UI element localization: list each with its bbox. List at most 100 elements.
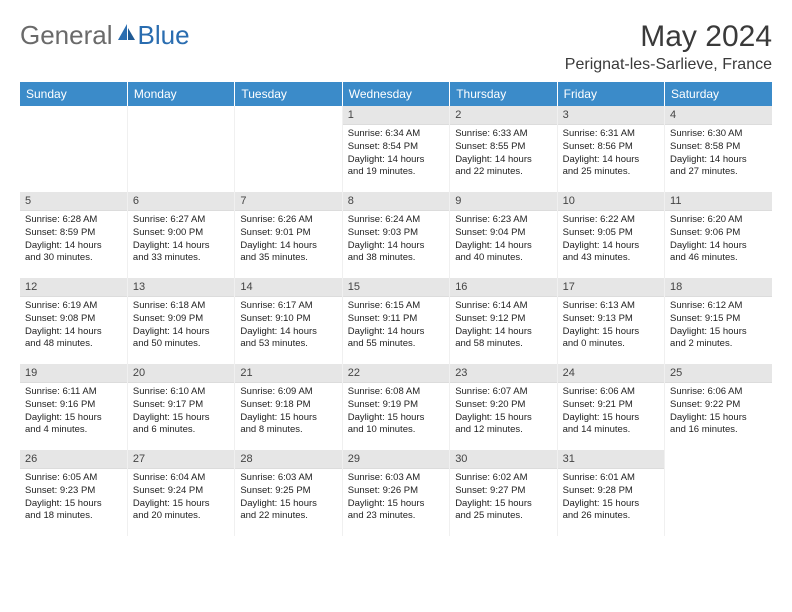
- calendar-day-cell: 10Sunrise: 6:22 AMSunset: 9:05 PMDayligh…: [557, 192, 664, 278]
- calendar-day-cell: 28Sunrise: 6:03 AMSunset: 9:25 PMDayligh…: [235, 450, 342, 536]
- day-number: 16: [450, 278, 556, 297]
- daylight1-text: Daylight: 14 hours: [133, 240, 229, 253]
- daylight1-text: Daylight: 14 hours: [348, 154, 444, 167]
- daylight1-text: Daylight: 14 hours: [563, 154, 659, 167]
- sunrise-text: Sunrise: 6:08 AM: [348, 386, 444, 399]
- day-number: 5: [20, 192, 127, 211]
- sunrise-text: Sunrise: 6:28 AM: [25, 214, 122, 227]
- daylight2-text: and 4 minutes.: [25, 424, 122, 437]
- calendar-day-cell: 9Sunrise: 6:23 AMSunset: 9:04 PMDaylight…: [450, 192, 557, 278]
- daylight1-text: Daylight: 14 hours: [348, 240, 444, 253]
- calendar-week-row: 12Sunrise: 6:19 AMSunset: 9:08 PMDayligh…: [20, 278, 772, 364]
- day-details: Sunrise: 6:08 AMSunset: 9:19 PMDaylight:…: [343, 383, 449, 441]
- sunset-text: Sunset: 9:10 PM: [240, 313, 336, 326]
- daylight2-text: and 6 minutes.: [133, 424, 229, 437]
- sunrise-text: Sunrise: 6:11 AM: [25, 386, 122, 399]
- sunset-text: Sunset: 9:20 PM: [455, 399, 551, 412]
- calendar-day-cell: 13Sunrise: 6:18 AMSunset: 9:09 PMDayligh…: [127, 278, 234, 364]
- daylight2-text: and 40 minutes.: [455, 252, 551, 265]
- day-details: Sunrise: 6:17 AMSunset: 9:10 PMDaylight:…: [235, 297, 341, 355]
- sunrise-text: Sunrise: 6:30 AM: [670, 128, 767, 141]
- daylight2-text: and 22 minutes.: [240, 510, 336, 523]
- day-number: 23: [450, 364, 556, 383]
- sunrise-text: Sunrise: 6:17 AM: [240, 300, 336, 313]
- day-number: 14: [235, 278, 341, 297]
- day-number: 1: [343, 106, 449, 125]
- daylight1-text: Daylight: 15 hours: [563, 412, 659, 425]
- calendar-day-cell: 25Sunrise: 6:06 AMSunset: 9:22 PMDayligh…: [665, 364, 772, 450]
- daylight1-text: Daylight: 14 hours: [348, 326, 444, 339]
- sunrise-text: Sunrise: 6:12 AM: [670, 300, 767, 313]
- calendar-week-row: 1Sunrise: 6:34 AMSunset: 8:54 PMDaylight…: [20, 106, 772, 192]
- daylight2-text: and 53 minutes.: [240, 338, 336, 351]
- sunrise-text: Sunrise: 6:20 AM: [670, 214, 767, 227]
- day-number: 24: [558, 364, 664, 383]
- day-number: 26: [20, 450, 127, 469]
- day-number: 15: [343, 278, 449, 297]
- sunset-text: Sunset: 9:13 PM: [563, 313, 659, 326]
- day-number: 29: [343, 450, 449, 469]
- sunrise-text: Sunrise: 6:15 AM: [348, 300, 444, 313]
- day-details: Sunrise: 6:01 AMSunset: 9:28 PMDaylight:…: [558, 469, 664, 527]
- daylight1-text: Daylight: 15 hours: [348, 498, 444, 511]
- calendar-day-cell: 29Sunrise: 6:03 AMSunset: 9:26 PMDayligh…: [342, 450, 449, 536]
- sunrise-text: Sunrise: 6:06 AM: [670, 386, 767, 399]
- sunrise-text: Sunrise: 6:07 AM: [455, 386, 551, 399]
- day-details: Sunrise: 6:19 AMSunset: 9:08 PMDaylight:…: [20, 297, 127, 355]
- day-details: Sunrise: 6:04 AMSunset: 9:24 PMDaylight:…: [128, 469, 234, 527]
- day-number: 20: [128, 364, 234, 383]
- sunrise-text: Sunrise: 6:19 AM: [25, 300, 122, 313]
- sunset-text: Sunset: 9:19 PM: [348, 399, 444, 412]
- daylight1-text: Daylight: 14 hours: [240, 240, 336, 253]
- daylight2-text: and 58 minutes.: [455, 338, 551, 351]
- calendar-day-cell: 24Sunrise: 6:06 AMSunset: 9:21 PMDayligh…: [557, 364, 664, 450]
- day-details: Sunrise: 6:22 AMSunset: 9:05 PMDaylight:…: [558, 211, 664, 269]
- sunrise-text: Sunrise: 6:34 AM: [348, 128, 444, 141]
- sunset-text: Sunset: 8:56 PM: [563, 141, 659, 154]
- calendar-day-cell: [665, 450, 772, 536]
- daylight1-text: Daylight: 14 hours: [455, 326, 551, 339]
- daylight2-text: and 23 minutes.: [348, 510, 444, 523]
- sunrise-text: Sunrise: 6:26 AM: [240, 214, 336, 227]
- sunrise-text: Sunrise: 6:14 AM: [455, 300, 551, 313]
- sunrise-text: Sunrise: 6:27 AM: [133, 214, 229, 227]
- daylight2-text: and 46 minutes.: [670, 252, 767, 265]
- daylight2-text: and 16 minutes.: [670, 424, 767, 437]
- day-details: Sunrise: 6:07 AMSunset: 9:20 PMDaylight:…: [450, 383, 556, 441]
- daylight1-text: Daylight: 15 hours: [670, 326, 767, 339]
- day-number: 2: [450, 106, 556, 125]
- calendar-week-row: 19Sunrise: 6:11 AMSunset: 9:16 PMDayligh…: [20, 364, 772, 450]
- day-details: Sunrise: 6:27 AMSunset: 9:00 PMDaylight:…: [128, 211, 234, 269]
- calendar-day-cell: 18Sunrise: 6:12 AMSunset: 9:15 PMDayligh…: [665, 278, 772, 364]
- daylight2-text: and 19 minutes.: [348, 166, 444, 179]
- day-details: Sunrise: 6:20 AMSunset: 9:06 PMDaylight:…: [665, 211, 772, 269]
- weekday-header: Thursday: [450, 82, 557, 106]
- sunrise-text: Sunrise: 6:22 AM: [563, 214, 659, 227]
- calendar-day-cell: 19Sunrise: 6:11 AMSunset: 9:16 PMDayligh…: [20, 364, 127, 450]
- sunset-text: Sunset: 9:06 PM: [670, 227, 767, 240]
- sunrise-text: Sunrise: 6:31 AM: [563, 128, 659, 141]
- calendar-day-cell: 30Sunrise: 6:02 AMSunset: 9:27 PMDayligh…: [450, 450, 557, 536]
- daylight2-text: and 20 minutes.: [133, 510, 229, 523]
- sunrise-text: Sunrise: 6:05 AM: [25, 472, 122, 485]
- day-number: 18: [665, 278, 772, 297]
- day-number: 27: [128, 450, 234, 469]
- sunset-text: Sunset: 9:28 PM: [563, 485, 659, 498]
- sunset-text: Sunset: 9:04 PM: [455, 227, 551, 240]
- day-details: Sunrise: 6:23 AMSunset: 9:04 PMDaylight:…: [450, 211, 556, 269]
- brand-text-gray: General: [20, 20, 113, 51]
- daylight2-text: and 35 minutes.: [240, 252, 336, 265]
- daylight2-text: and 25 minutes.: [563, 166, 659, 179]
- sunrise-text: Sunrise: 6:04 AM: [133, 472, 229, 485]
- calendar-table: Sunday Monday Tuesday Wednesday Thursday…: [20, 82, 772, 536]
- daylight2-text: and 27 minutes.: [670, 166, 767, 179]
- sunrise-text: Sunrise: 6:24 AM: [348, 214, 444, 227]
- calendar-day-cell: 26Sunrise: 6:05 AMSunset: 9:23 PMDayligh…: [20, 450, 127, 536]
- day-details: Sunrise: 6:13 AMSunset: 9:13 PMDaylight:…: [558, 297, 664, 355]
- daylight1-text: Daylight: 14 hours: [563, 240, 659, 253]
- day-details: Sunrise: 6:09 AMSunset: 9:18 PMDaylight:…: [235, 383, 341, 441]
- sunset-text: Sunset: 9:24 PM: [133, 485, 229, 498]
- daylight1-text: Daylight: 15 hours: [240, 412, 336, 425]
- sunset-text: Sunset: 9:05 PM: [563, 227, 659, 240]
- calendar-day-cell: 1Sunrise: 6:34 AMSunset: 8:54 PMDaylight…: [342, 106, 449, 192]
